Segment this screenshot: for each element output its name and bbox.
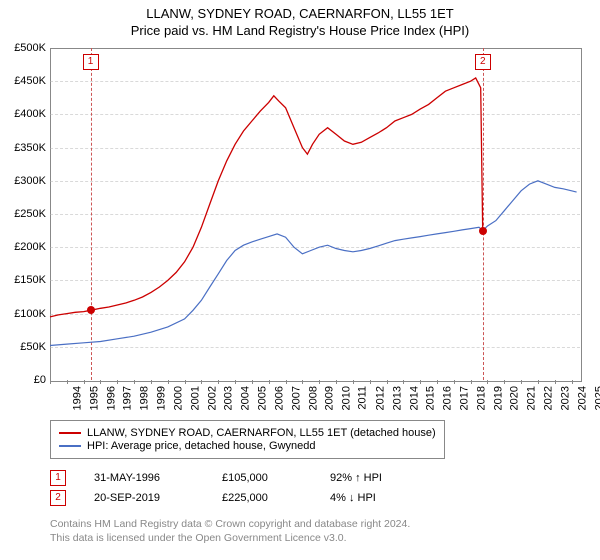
chart-container: LLANW, SYDNEY ROAD, CAERNARFON, LL55 1ET… [0, 0, 600, 560]
series-svg [0, 0, 600, 560]
series-line [50, 78, 483, 317]
series-line [50, 181, 577, 346]
marker-box: 2 [475, 54, 491, 70]
marker-box: 1 [83, 54, 99, 70]
marker-dot [479, 227, 487, 235]
marker-dot [87, 306, 95, 314]
